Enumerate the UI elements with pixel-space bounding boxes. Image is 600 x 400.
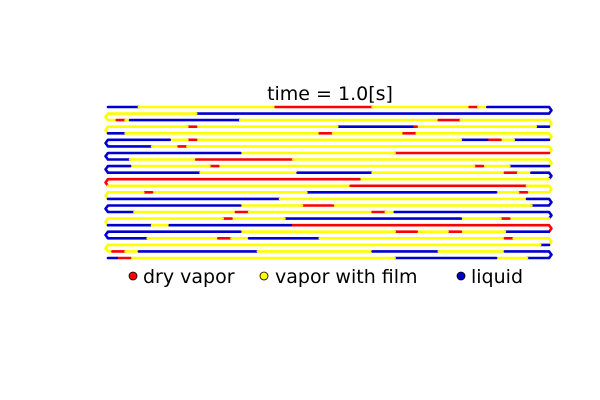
legend-marker-film <box>259 271 269 281</box>
u-bend <box>104 139 110 148</box>
u-bend <box>104 191 110 200</box>
u-bend <box>547 119 553 128</box>
u-bend <box>104 152 110 161</box>
u-bend <box>547 198 553 207</box>
u-bend <box>104 125 110 135</box>
u-bend <box>547 185 553 194</box>
u-bend <box>104 178 110 187</box>
legend-marker-dry <box>128 271 138 281</box>
serpentine-tube <box>104 105 553 260</box>
u-bend <box>104 165 110 174</box>
legend-marker-liquid <box>456 271 466 281</box>
u-bend <box>104 230 110 240</box>
u-bend <box>547 132 553 141</box>
u-bend <box>547 145 553 154</box>
u-bend <box>547 106 553 115</box>
u-bend <box>547 211 553 220</box>
u-bend <box>104 244 110 253</box>
u-bend <box>547 158 553 167</box>
u-bend <box>547 224 553 233</box>
u-bend <box>104 112 110 121</box>
legend-label-film: vapor with film <box>275 266 418 288</box>
legend-label-liquid: liquid <box>471 266 523 288</box>
legend-label-dry: dry vapor <box>143 266 235 288</box>
u-bend <box>104 217 110 226</box>
u-bend <box>104 204 110 213</box>
chart-legend: dry vapor vapor with film liquid <box>128 266 523 288</box>
chart-title: time = 1.0[s] <box>267 83 393 105</box>
u-bend <box>547 250 553 259</box>
u-bend <box>547 171 553 180</box>
u-bend <box>547 237 553 246</box>
